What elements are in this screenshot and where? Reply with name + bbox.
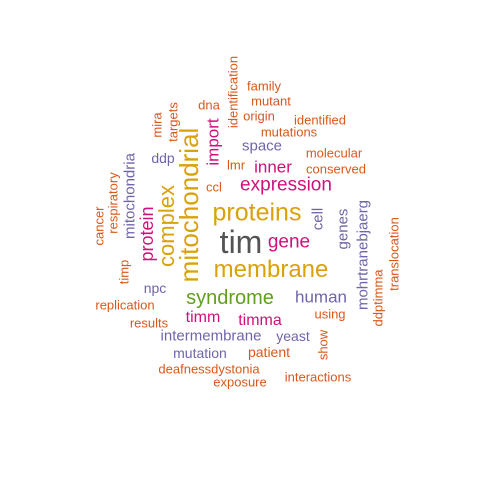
- word-inner: inner: [254, 157, 292, 177]
- word-show: show: [315, 329, 331, 361]
- word-results: results: [129, 315, 169, 331]
- word-mitochondria: mitochondria: [121, 153, 139, 239]
- word-space: space: [241, 137, 283, 155]
- word-intermembrane: intermembrane: [160, 327, 262, 345]
- word-expression: expression: [240, 174, 332, 196]
- word-identified: identified: [293, 112, 347, 128]
- word-tim: tim: [219, 224, 263, 260]
- word-npc: npc: [143, 280, 167, 296]
- word-gene: gene: [267, 231, 311, 253]
- word-genes: genes: [334, 208, 352, 250]
- word-patient: patient: [247, 344, 291, 360]
- word-lmr: lmr: [226, 157, 246, 173]
- word-protein: protein: [137, 206, 157, 262]
- word-timm: timm: [185, 309, 221, 326]
- word-human: human: [295, 287, 347, 307]
- word-ddp: ddp: [151, 150, 175, 166]
- word-mira: mira: [149, 112, 165, 138]
- word-mohrtranebjaerg: mohrtranebjaerg: [354, 199, 372, 311]
- word-respiratory: respiratory: [105, 172, 121, 234]
- word-replication: replication: [95, 297, 155, 313]
- word-family: family: [247, 78, 281, 94]
- word-identification: identification: [225, 55, 241, 129]
- word-cell: cell: [309, 207, 327, 231]
- word-ddptimma: ddptimma: [370, 269, 386, 327]
- word-exposure: exposure: [213, 374, 267, 390]
- word-origin: origin: [243, 108, 275, 124]
- word-mutant: mutant: [251, 93, 291, 109]
- word-timma: timma: [238, 312, 282, 329]
- word-complex: complex: [154, 185, 179, 267]
- word-mutation: mutation: [173, 345, 227, 361]
- word-mutations: mutations: [260, 124, 318, 140]
- word-membrane: membrane: [213, 256, 329, 283]
- word-translocation: translocation: [386, 217, 402, 291]
- word-interactions: interactions: [284, 369, 352, 385]
- word-using: using: [314, 306, 346, 322]
- word-timp: timp: [116, 259, 132, 285]
- word-deafnessdystonia: deafnessdystonia: [158, 361, 260, 377]
- word-mitochondrial: mitochondrial: [174, 127, 204, 283]
- word-import: import: [203, 118, 223, 166]
- word-dna: dna: [198, 97, 220, 113]
- word-cancer: cancer: [91, 206, 107, 246]
- word-targets: targets: [165, 102, 181, 142]
- word-yeast: yeast: [276, 328, 310, 344]
- word-molecular: molecular: [305, 145, 363, 161]
- word-proteins: proteins: [212, 198, 302, 227]
- word-syndrome: syndrome: [186, 287, 274, 309]
- word-conserved: conserved: [306, 161, 366, 177]
- word-ccl: ccl: [206, 179, 222, 195]
